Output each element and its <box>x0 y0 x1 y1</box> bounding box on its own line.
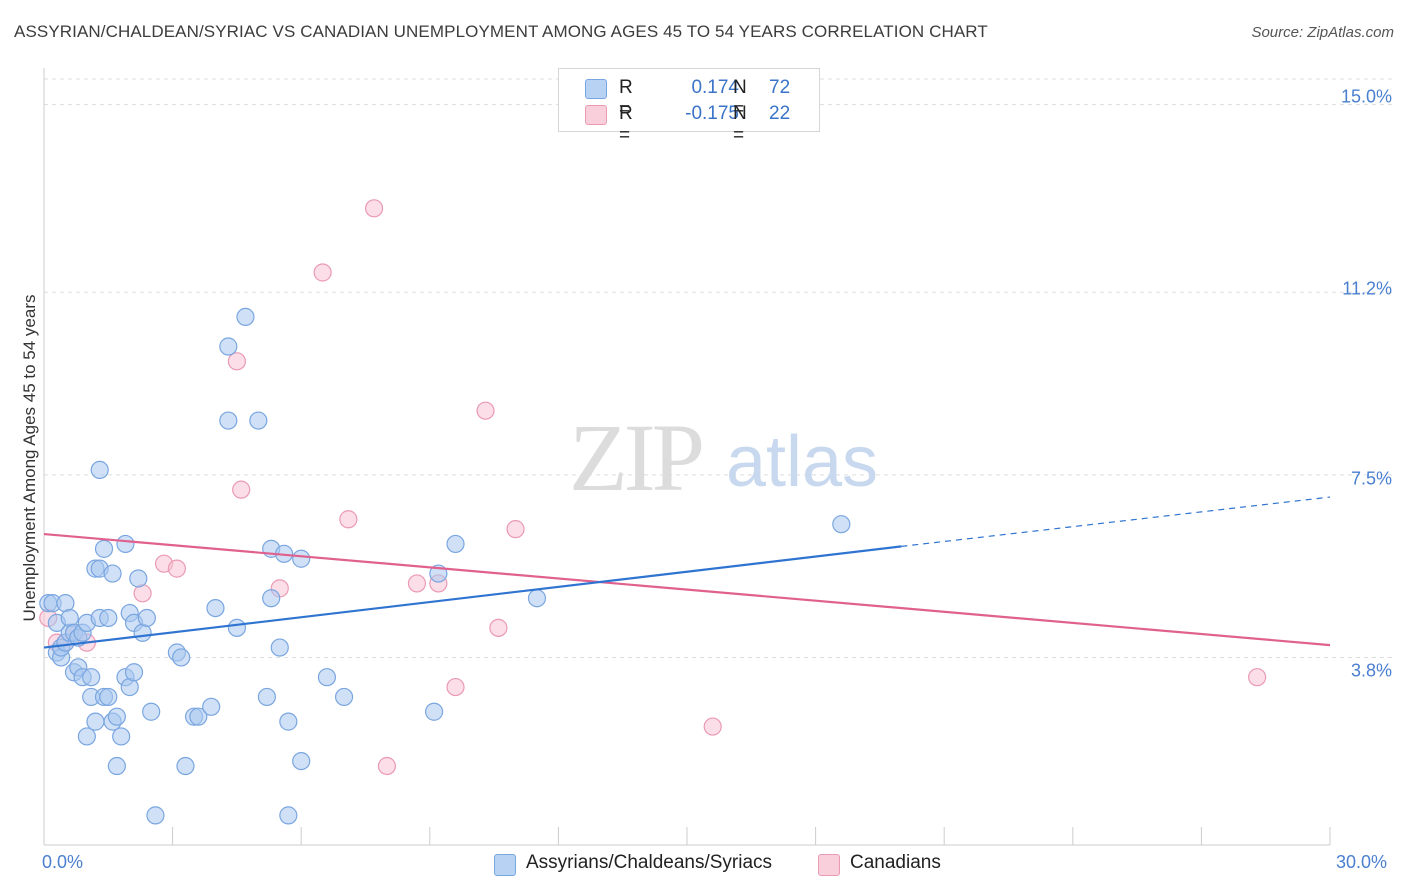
data-point-assyrians <box>279 712 298 731</box>
data-point-canadians <box>364 199 384 218</box>
correlation-legend: R = 0.174 N = 72 R = -0.175 N = 22 <box>558 68 820 146</box>
data-point-assyrians <box>103 564 122 583</box>
data-point-assyrians <box>86 712 105 731</box>
data-point-assyrians <box>424 702 444 721</box>
y-tick-label: 15.0% <box>1340 86 1392 107</box>
data-point-assyrians <box>107 707 126 726</box>
y-tick-label: 7.5% <box>1350 468 1392 489</box>
data-point-assyrians <box>527 589 547 608</box>
legend-r-label: R = <box>619 77 633 120</box>
legend-r-value: -0.175 <box>685 103 739 124</box>
data-point-canadians <box>227 352 246 371</box>
data-point-assyrians <box>112 727 131 746</box>
data-point-assyrians <box>262 589 281 608</box>
legend-n-value: 72 <box>769 77 791 98</box>
trend-line-assyrians-extension <box>901 496 1331 547</box>
data-point-assyrians <box>99 687 118 707</box>
legend-swatch-pink <box>818 854 840 876</box>
data-point-canadians <box>703 717 722 736</box>
trend-line-canadians <box>43 532 1331 647</box>
data-point-assyrians <box>142 702 161 721</box>
data-point-assyrians <box>206 598 225 618</box>
data-point-assyrians <box>172 648 191 667</box>
data-point-canadians <box>489 618 508 637</box>
watermark: ZIP atlas <box>569 404 878 511</box>
data-point-assyrians <box>202 697 221 716</box>
data-point-assyrians <box>82 668 101 687</box>
data-point-assyrians <box>146 806 165 825</box>
data-point-assyrians <box>292 751 311 771</box>
data-point-canadians <box>1248 668 1267 687</box>
data-point-assyrians <box>77 727 96 746</box>
data-point-canadians <box>232 480 251 499</box>
data-point-assyrians <box>236 307 255 327</box>
data-point-canadians <box>446 677 465 697</box>
legend-swatch-blue <box>585 79 607 99</box>
data-point-assyrians <box>257 687 277 707</box>
data-point-assyrians <box>189 707 208 726</box>
data-point-assyrians <box>99 608 118 628</box>
data-point-canadians <box>506 520 525 539</box>
watermark-atlas: atlas <box>726 422 878 502</box>
data-point-assyrians <box>292 549 311 568</box>
data-point-assyrians <box>219 337 238 356</box>
data-point-canadians <box>313 263 332 282</box>
data-point-assyrians <box>334 687 354 707</box>
y-tick-label: 3.8% <box>1350 660 1392 681</box>
legend-r-value: 0.174 <box>691 77 739 98</box>
data-point-canadians <box>407 574 427 593</box>
data-point-assyrians <box>176 756 195 776</box>
legend-r-label: R = <box>619 103 633 146</box>
legend-label-assyrians: Assyrians/Chaldeans/Syriacs <box>526 852 773 873</box>
legend-swatch-pink <box>585 105 607 125</box>
data-point-canadians <box>476 401 495 420</box>
watermark-zip: ZIP <box>569 404 702 511</box>
data-point-canadians <box>377 756 397 776</box>
y-tick-label: 11.2% <box>1342 278 1392 299</box>
x-tick-label: 0.0% <box>42 852 84 872</box>
legend-n-label: N = <box>733 77 747 120</box>
data-point-assyrians <box>116 534 135 554</box>
data-point-assyrians <box>279 806 298 825</box>
data-point-assyrians <box>137 608 156 628</box>
data-point-assyrians <box>90 460 109 480</box>
axes <box>43 68 1331 846</box>
y-axis-label: Unemployment Among Ages 45 to 54 years <box>20 294 39 622</box>
data-point-assyrians <box>107 756 126 776</box>
data-point-assyrians <box>446 534 465 554</box>
x-tick-label: 30.0% <box>1336 852 1388 872</box>
source-credit: Source: ZipAtlas.com <box>1251 24 1394 41</box>
grid-lines <box>44 78 1392 658</box>
data-point-canadians <box>339 510 358 529</box>
data-point-assyrians <box>219 411 238 430</box>
legend-label-canadians: Canadians <box>850 852 941 873</box>
data-point-assyrians <box>124 663 144 682</box>
data-point-assyrians <box>94 539 114 558</box>
data-point-assyrians <box>249 411 268 430</box>
chart-title: ASSYRIAN/CHALDEAN/SYRIAC VS CANADIAN UNE… <box>14 22 988 41</box>
legend-n-label: N = <box>733 103 747 146</box>
legend-n-value: 22 <box>769 103 791 124</box>
data-point-canadians <box>167 559 186 578</box>
data-point-assyrians <box>317 668 337 687</box>
data-point-assyrians <box>270 638 289 657</box>
data-point-assyrians <box>227 618 246 637</box>
data-point-assyrians <box>832 515 851 534</box>
data-point-assyrians <box>129 569 148 588</box>
legend-swatch-blue <box>494 854 516 876</box>
trend-line-assyrians <box>43 545 902 649</box>
trend-lines <box>43 496 1331 649</box>
